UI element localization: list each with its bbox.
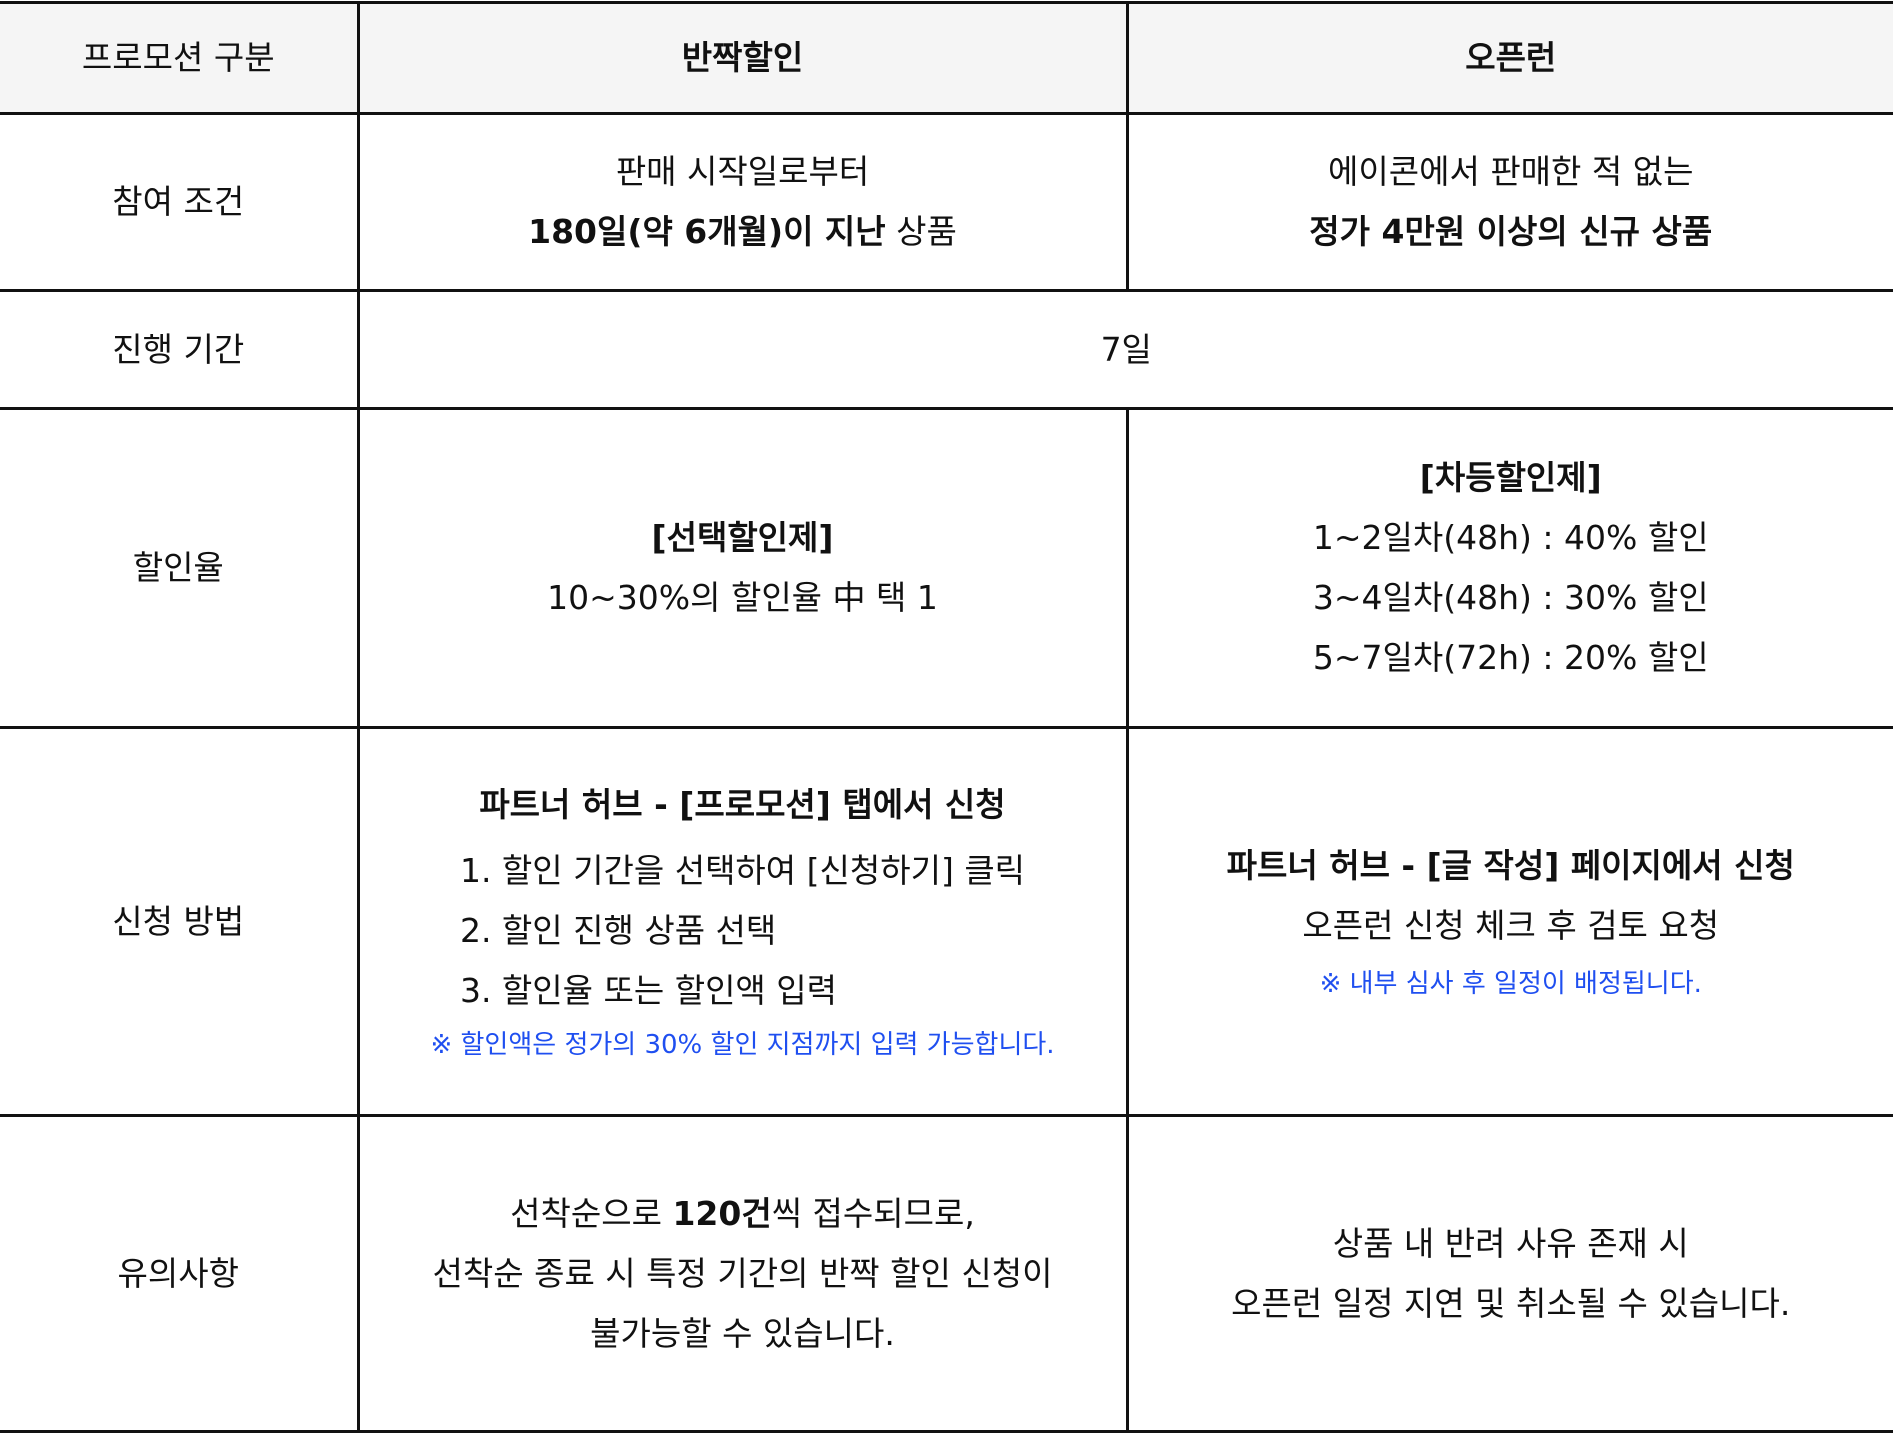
- row-period: 진행 기간 7일: [0, 291, 1893, 409]
- row-label: 유의사항: [0, 1116, 358, 1432]
- apply-title: 파트너 허브 - [프로모션] 탭에서 신청: [360, 775, 1126, 835]
- text-line: 불가능할 수 있습니다.: [360, 1304, 1126, 1364]
- condition-flash: 판매 시작일로부터 180일(약 6개월)이 지난 상품: [358, 114, 1127, 291]
- condition-openrun: 에이콘에서 판매한 적 없는 정가 4만원 이상의 신규 상품: [1127, 114, 1893, 291]
- notice-openrun: 상품 내 반려 사유 존재 시 오픈런 일정 지연 및 취소될 수 있습니다.: [1127, 1116, 1893, 1432]
- row-label: 할인율: [0, 409, 358, 728]
- header-flash-sale: 반짝할인: [358, 3, 1127, 114]
- text-line: 1~2일차(48h) : 40% 할인: [1129, 508, 1893, 568]
- step-item: 1. 할인 기간을 선택하여 [신청하기] 클릭: [460, 841, 1025, 901]
- text: 선착순으로: [510, 1194, 672, 1233]
- text-bold: 180일(약 6개월)이 지난: [528, 212, 886, 251]
- note-text: ※ 내부 심사 후 일정이 배정됩니다.: [1129, 960, 1893, 1008]
- rate-title: [차등할인제]: [1129, 448, 1893, 508]
- rate-flash: [선택할인제] 10~30%의 할인율 中 택 1: [358, 409, 1127, 728]
- rate-title: [선택할인제]: [360, 508, 1126, 568]
- text-line: 오픈런 일정 지연 및 취소될 수 있습니다.: [1129, 1274, 1893, 1334]
- text-line: 오픈런 신청 체크 후 검토 요청: [1129, 896, 1893, 956]
- apply-flash: 파트너 허브 - [프로모션] 탭에서 신청 1. 할인 기간을 선택하여 [신…: [358, 728, 1127, 1116]
- text-line: 10~30%의 할인율 中 택 1: [360, 568, 1126, 628]
- text-bold: 120건: [672, 1194, 771, 1233]
- row-condition: 참여 조건 판매 시작일로부터 180일(약 6개월)이 지난 상품 에이콘에서…: [0, 114, 1893, 291]
- row-label: 참여 조건: [0, 114, 358, 291]
- text-line: 에이콘에서 판매한 적 없는: [1129, 142, 1893, 202]
- text-line: 판매 시작일로부터: [360, 142, 1126, 202]
- steps-list: 1. 할인 기간을 선택하여 [신청하기] 클릭 2. 할인 진행 상품 선택 …: [460, 841, 1025, 1021]
- apply-title: 파트너 허브 - [글 작성] 페이지에서 신청: [1129, 836, 1893, 896]
- step-item: 2. 할인 진행 상품 선택: [460, 901, 1025, 961]
- text-line: 상품 내 반려 사유 존재 시: [1129, 1214, 1893, 1274]
- header-label: 프로모션 구분: [0, 3, 358, 114]
- rate-openrun: [차등할인제] 1~2일차(48h) : 40% 할인 3~4일차(48h) :…: [1127, 409, 1893, 728]
- note-text: ※ 할인액은 정가의 30% 할인 지점까지 입력 가능합니다.: [360, 1021, 1126, 1069]
- header-open-run: 오픈런: [1127, 3, 1893, 114]
- row-apply: 신청 방법 파트너 허브 - [프로모션] 탭에서 신청 1. 할인 기간을 선…: [0, 728, 1893, 1116]
- apply-openrun: 파트너 허브 - [글 작성] 페이지에서 신청 오픈런 신청 체크 후 검토 …: [1127, 728, 1893, 1116]
- step-item: 3. 할인율 또는 할인액 입력: [460, 961, 1025, 1021]
- header-row: 프로모션 구분 반짝할인 오픈런: [0, 3, 1893, 114]
- text-bold: 정가 4만원 이상의 신규 상품: [1129, 202, 1893, 262]
- row-notice: 유의사항 선착순으로 120건씩 접수되므로, 선착순 종료 시 특정 기간의 …: [0, 1116, 1893, 1432]
- row-rate: 할인율 [선택할인제] 10~30%의 할인율 中 택 1 [차등할인제] 1~…: [0, 409, 1893, 728]
- text: 상품: [886, 212, 957, 251]
- notice-flash: 선착순으로 120건씩 접수되므로, 선착순 종료 시 특정 기간의 반짝 할인…: [358, 1116, 1127, 1432]
- text: 씩 접수되므로,: [772, 1194, 975, 1233]
- text-line: 3~4일차(48h) : 30% 할인: [1129, 568, 1893, 628]
- text-line: 5~7일차(72h) : 20% 할인: [1129, 628, 1893, 688]
- row-label: 진행 기간: [0, 291, 358, 409]
- period-value: 7일: [358, 291, 1893, 409]
- row-label: 신청 방법: [0, 728, 358, 1116]
- text-line: 선착순 종료 시 특정 기간의 반짝 할인 신청이: [360, 1244, 1126, 1304]
